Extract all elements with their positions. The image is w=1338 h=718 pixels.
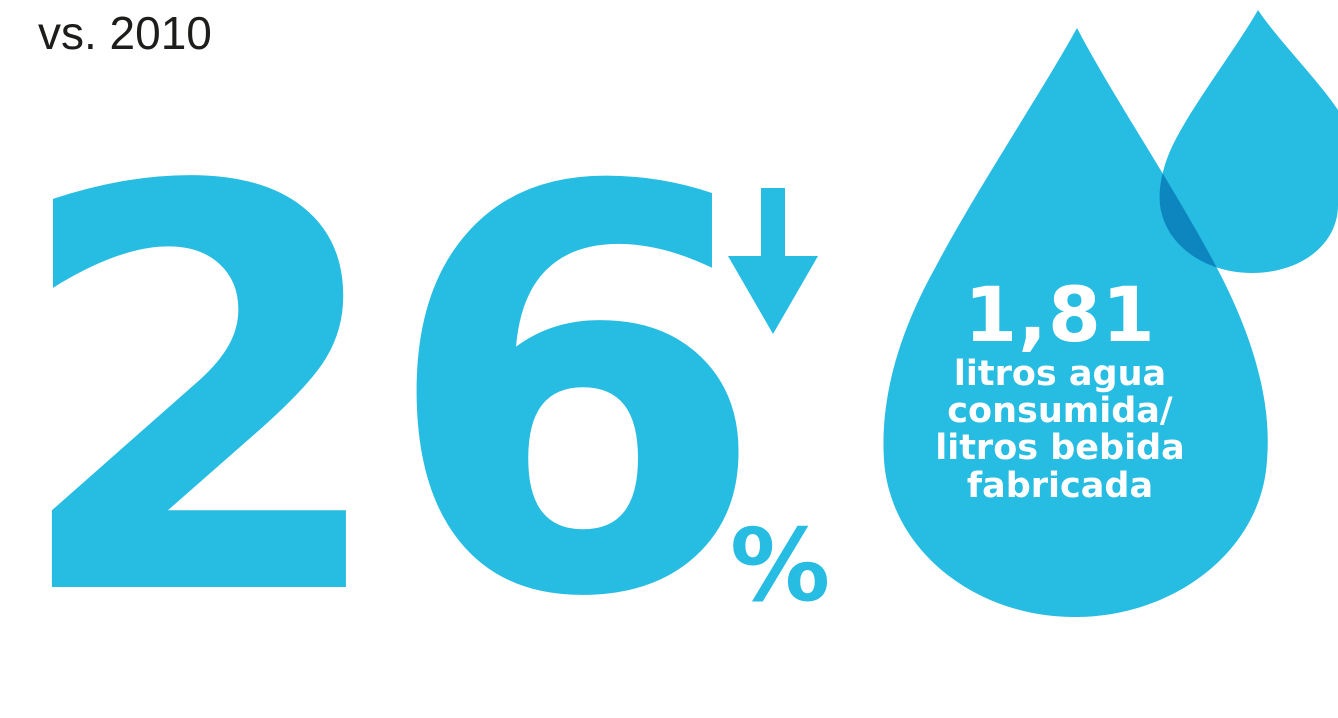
water-drop-icon	[883, 28, 1268, 617]
water-ratio-label-line: consumida/	[947, 390, 1173, 431]
water-drops-illustration	[883, 10, 1338, 617]
water-ratio-label-line: fabricada	[966, 465, 1154, 506]
water-ratio-value: 1,81	[964, 270, 1156, 359]
comparison-subtitle: vs. 2010	[38, 7, 212, 59]
water-ratio-label-line: litros bebida	[935, 428, 1185, 469]
reduction-percentage-value: 26	[8, 72, 768, 718]
small-water-drop-icon	[1159, 10, 1338, 273]
water-ratio-label-line: litros agua	[953, 353, 1167, 394]
percent-sign: %	[730, 507, 831, 624]
water-ratio-text: 1,81 litros agua consumida/ litros bebid…	[885, 270, 1235, 506]
arrow-down-icon	[728, 188, 818, 334]
